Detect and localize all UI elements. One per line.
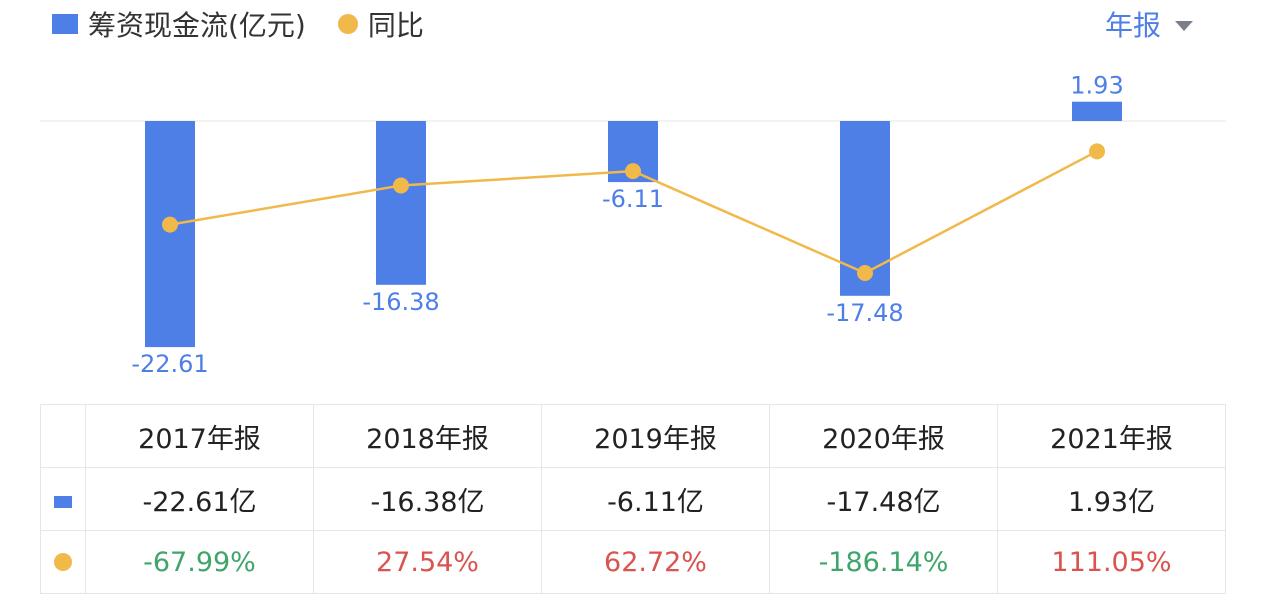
- bar-2021年报: [1072, 101, 1122, 121]
- header-cell: 2017年报: [85, 404, 314, 468]
- pct-cell: -67.99%: [85, 530, 314, 594]
- cashflow-chart: -22.61 -16.38 -6.11 -17.48 1.93: [40, 72, 1226, 378]
- table-row: -67.99% 27.54% 62.72% -186.14% 111.05%: [40, 530, 1226, 594]
- line-series-icon: [54, 552, 72, 571]
- value-cell: -17.48亿: [769, 467, 998, 531]
- header-cell: 2021年报: [997, 404, 1226, 468]
- header-corner-cell: [40, 404, 86, 468]
- yoy-point-2018年报: [393, 177, 409, 194]
- bar-row-marker: [40, 467, 86, 531]
- bar-value-label: -16.38: [362, 288, 439, 316]
- period-selector-label[interactable]: 年报: [1104, 9, 1161, 42]
- bar-value-label: -17.48: [826, 299, 903, 327]
- period-selector[interactable]: 年报: [1105, 4, 1193, 44]
- chart-legend: 筹资现金流(亿元) 同比: [52, 4, 424, 44]
- table-header-row: 2017年报 2018年报 2019年报 2020年报 2021年报: [40, 404, 1226, 468]
- bar-2017年报: [145, 121, 195, 348]
- bar-series-icon: [54, 495, 72, 508]
- bar-value-label: -6.11: [602, 185, 664, 213]
- line-row-marker: [40, 530, 86, 594]
- value-cell: -22.61亿: [85, 467, 314, 531]
- yoy-point-2019年报: [625, 163, 641, 180]
- header-cell: 2020年报: [769, 404, 998, 468]
- table-row: -22.61亿 -16.38亿 -6.11亿 -17.48亿 1.93亿: [40, 467, 1226, 531]
- header-cell: 2018年报: [313, 404, 542, 468]
- pct-cell: 111.05%: [997, 530, 1226, 594]
- yoy-point-2017年报: [162, 216, 178, 233]
- bar-legend-swatch: [52, 14, 78, 34]
- value-cell: -16.38亿: [313, 467, 542, 531]
- bar-value-label: -22.61: [131, 350, 208, 378]
- caret-down-icon[interactable]: [1175, 21, 1193, 31]
- value-cell: -6.11亿: [541, 467, 770, 531]
- line-legend-dot: [337, 14, 358, 34]
- line-legend-label: 同比: [367, 9, 424, 42]
- bar-value-label: 1.93: [1070, 72, 1123, 100]
- value-cell: 1.93亿: [997, 467, 1226, 531]
- yoy-point-2021年报: [1089, 143, 1105, 160]
- yoy-point-2020年报: [857, 265, 873, 282]
- pct-cell: 27.54%: [313, 530, 542, 594]
- pct-cell: 62.72%: [541, 530, 770, 594]
- data-table: 2017年报 2018年报 2019年报 2020年报 2021年报 -22.6…: [40, 404, 1226, 594]
- pct-cell: -186.14%: [769, 530, 998, 594]
- bar-2018年报: [376, 121, 426, 285]
- header-cell: 2019年报: [541, 404, 770, 468]
- bar-legend-label: 筹资现金流(亿元): [88, 9, 306, 42]
